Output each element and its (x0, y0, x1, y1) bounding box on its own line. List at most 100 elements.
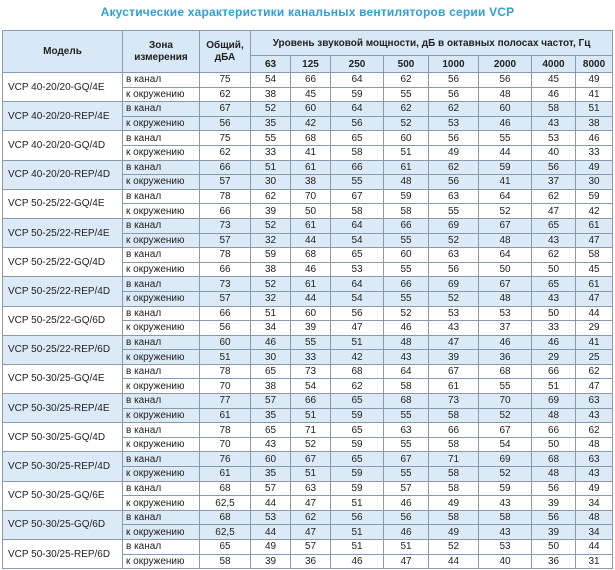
band-cell: 64 (330, 101, 384, 117)
band-cell: 33 (574, 144, 614, 161)
band-cell: 56 (330, 509, 384, 526)
total-cell: 68 (199, 509, 251, 526)
band-cell: 58 (330, 203, 384, 219)
total-cell: 73 (199, 276, 251, 292)
band-cell: 52 (383, 305, 429, 322)
band-cell: 62 (574, 363, 614, 380)
table-row: VCP 40-20/20-REP/4D в канал 66 51 61 66 61 62 59… (2, 159, 614, 190)
band-cell: 35 (250, 466, 291, 482)
zone-cell: в канал (122, 276, 200, 292)
band-cell: 67 (383, 451, 429, 468)
band-cell: 61 (290, 276, 331, 292)
total-cell: 57 (199, 232, 251, 249)
band-cell: 53 (478, 539, 532, 555)
model-name: VCP 50-25/22-REP/4D (2, 276, 123, 307)
header-zone: Зона измерения (122, 30, 200, 73)
band-cell: 35 (250, 407, 291, 424)
band-cell: 66 (290, 393, 331, 409)
band-cell: 55 (478, 378, 532, 395)
band-cell: 50 (478, 261, 532, 278)
band-cell: 48 (478, 232, 532, 249)
band-cell: 59 (383, 188, 429, 205)
table-row: к окружению 62,5 44 47 51 46 49 43 39 34 (3, 524, 614, 540)
total-cell: 77 (199, 393, 251, 409)
zone-cell: в канал (122, 247, 200, 263)
band-cell: 50 (531, 305, 576, 322)
model-name: VCP 40-20/20-GQ/4E (2, 71, 123, 103)
band-cell: 48 (574, 509, 614, 526)
total-cell: 78 (199, 363, 251, 380)
band-cell: 56 (478, 72, 532, 88)
total-cell: 65 (199, 539, 251, 555)
band-cell: 32 (250, 232, 291, 249)
model-name: VCP 50-30/25-GQ/6E (2, 480, 123, 511)
band-cell: 52 (428, 232, 479, 249)
band-cell: 50 (531, 436, 576, 453)
band-cell: 52 (428, 290, 479, 307)
header-frequency: 250 (330, 55, 384, 73)
band-cell: 50 (531, 261, 576, 278)
band-cell: 63 (428, 247, 479, 263)
band-cell: 33 (531, 320, 576, 336)
total-cell: 66 (199, 261, 251, 278)
band-cell: 44 (574, 305, 614, 322)
band-cell: 52 (250, 276, 291, 292)
band-cell: 43 (574, 466, 614, 482)
table-row: VCP 50-25/22-GQ/6D в канал 66 51 60 56 52 53 53 5… (2, 305, 614, 336)
band-cell: 44 (250, 495, 291, 511)
band-cell: 54 (290, 378, 331, 395)
header-bands: Уровень звуковой мощности, дБ в октавных… (249, 30, 614, 56)
band-cell: 68 (290, 130, 331, 146)
zone-cell: к окружению (122, 436, 200, 453)
band-cell: 37 (531, 174, 576, 190)
band-cell: 60 (383, 130, 429, 146)
band-cell: 61 (290, 159, 331, 176)
band-cell: 56 (428, 130, 479, 146)
band-cell: 59 (330, 407, 384, 424)
band-cell: 31 (574, 553, 614, 570)
band-cell: 57 (290, 539, 331, 555)
zone-cell: в канал (122, 305, 200, 322)
band-cell: 51 (330, 495, 384, 511)
band-cell: 65 (330, 422, 384, 438)
band-cell: 47 (290, 495, 331, 511)
band-cell: 46 (531, 334, 576, 351)
band-cell: 55 (383, 466, 429, 482)
table-row: к окружению 61 35 51 59 55 58 52 48 43 (3, 407, 614, 424)
band-cell: 56 (383, 509, 429, 526)
band-cell: 65 (330, 393, 384, 409)
band-cell: 55 (290, 334, 331, 351)
band-cell: 60 (383, 247, 429, 263)
total-cell: 68 (199, 480, 251, 497)
band-cell: 64 (478, 188, 532, 205)
band-cell: 55 (250, 130, 291, 146)
band-cell: 38 (574, 115, 614, 132)
band-cell: 53 (428, 305, 479, 322)
band-cell: 67 (478, 217, 532, 234)
band-cell: 52 (478, 466, 532, 482)
band-cell: 45 (574, 261, 614, 278)
band-cell: 37 (478, 320, 532, 336)
zone-cell: к окружению (122, 203, 200, 219)
band-cell: 69 (428, 276, 479, 292)
table-row: VCP 40-20/20-REP/4E в канал 67 52 60 64 62 62 60… (2, 101, 614, 132)
band-cell: 36 (478, 349, 532, 365)
band-cell: 51 (330, 524, 384, 540)
band-cell: 53 (250, 509, 291, 526)
band-cell: 61 (383, 159, 429, 176)
band-cell: 59 (574, 188, 614, 205)
acoustic-table: Модель Зона измерения Общий, дБА Уровень… (2, 30, 614, 570)
band-cell: 67 (290, 451, 331, 468)
band-cell: 43 (478, 524, 532, 540)
zone-cell: к окружению (122, 495, 200, 511)
zone-cell: к окружению (122, 553, 200, 570)
band-cell: 58 (383, 203, 429, 219)
table-row: к окружению 62 38 45 59 55 56 48 46 41 (3, 86, 614, 103)
band-cell: 46 (531, 86, 576, 103)
band-cell: 34 (574, 495, 614, 511)
table-row: VCP 50-25/22-GQ/4D в канал 78 59 68 65 60 63 64 6… (2, 247, 614, 278)
band-cell: 56 (531, 509, 576, 526)
band-cell: 65 (250, 363, 291, 380)
band-cell: 62 (250, 188, 291, 205)
total-cell: 70 (199, 436, 251, 453)
